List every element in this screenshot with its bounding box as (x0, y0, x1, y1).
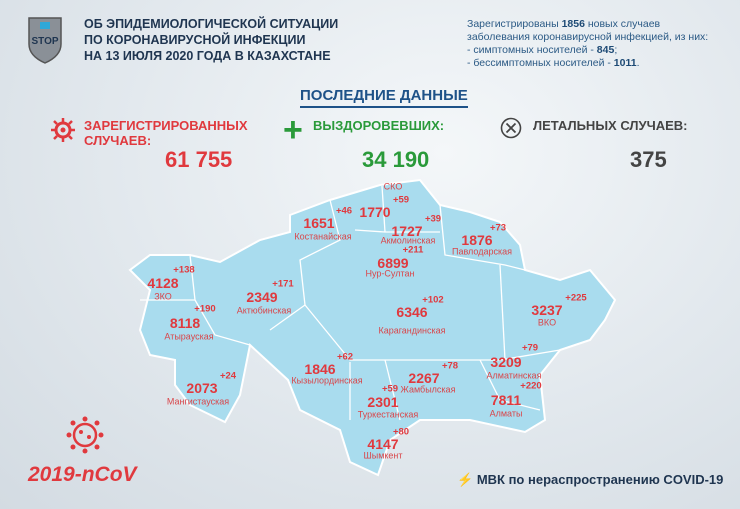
region-new-cases: +190 (194, 303, 216, 315)
registered-label: ЗАРЕГИСТРИРОВАННЫХ СЛУЧАЕВ: (84, 118, 248, 148)
info-text: - симптомных носителей - (467, 44, 597, 56)
ncov-label: 2019-nCoV (28, 463, 137, 486)
region-total: 7811 (490, 392, 522, 408)
info-text: - бессимптомных носителей - (467, 57, 614, 69)
recovered-value: 34 190 (362, 147, 430, 172)
region-total: 1876 (461, 232, 493, 248)
info-text: Зарегистрированы (467, 18, 562, 30)
stop-logo: STOP (28, 17, 62, 64)
title-line: ОБ ЭПИДЕМИОЛОГИЧЕСКОЙ СИТУАЦИИ (84, 17, 339, 31)
region-name: Алматы (489, 408, 523, 419)
plus-icon: + (283, 111, 303, 149)
info-text: . (636, 57, 640, 69)
region-new-cases: +138 (173, 264, 195, 276)
title-line: НА 13 ИЮЛЯ 2020 ГОДА В КАЗАХСТАНЕ (84, 49, 331, 63)
recovered-label: ВЫЗДОРОВЕВШИХ: (313, 118, 445, 133)
region-total: 3209 (490, 354, 522, 370)
region-new-cases: +171 (272, 278, 294, 290)
region-new-cases: +102 (422, 294, 444, 306)
region-total: 2073 (186, 380, 218, 396)
region-new-cases: +225 (565, 292, 587, 304)
region-total: 1846 (304, 361, 336, 377)
region-new-cases: +24 (219, 370, 237, 382)
region-new-cases: +59 (392, 194, 410, 206)
asymptomatic-count: 1011 (613, 57, 637, 69)
lightning-icon: ⚡ (457, 472, 474, 487)
region-name: Костанайская (294, 231, 352, 242)
info-text: новых случаев (584, 18, 661, 30)
region-new-cases: +211 (402, 244, 424, 256)
deaths-value: 375 (630, 147, 667, 172)
deaths-label: ЛЕТАЛЬНЫХ СЛУЧАЕВ: (533, 118, 688, 133)
region-total: 1770 (359, 204, 391, 220)
region-name: Алматинская (486, 370, 542, 381)
region-name: Жамбылская (400, 384, 456, 395)
label-line: ЗАРЕГИСТРИРОВАННЫХ (84, 118, 248, 133)
info-text: ; (614, 44, 618, 56)
region-name: ВКО (537, 317, 557, 328)
region-new-cases: +73 (489, 222, 507, 234)
region-name: Актюбинская (236, 305, 292, 316)
region-total: 6899 (377, 255, 409, 271)
region-name: Карагандинская (378, 325, 446, 336)
region-new-cases: +39 (424, 213, 442, 225)
region-new-cases: +80 (392, 426, 410, 438)
svg-text:STOP: STOP (31, 36, 58, 47)
page-title: ОБ ЭПИДЕМИОЛОГИЧЕСКОЙ СИТУАЦИИ ПО КОРОНА… (84, 16, 338, 64)
new-cases-info: Зарегистрированы 1856 новых случаев забо… (467, 18, 708, 70)
info-text: заболевания коронавирусной инфекцией, из… (467, 31, 709, 43)
region-total: 3237 (531, 302, 563, 318)
region-name: Атырауская (164, 331, 214, 342)
region-total: 2267 (408, 370, 440, 386)
region-new-cases: +59 (381, 383, 399, 395)
region-total: 6346 (396, 304, 428, 320)
region-total: 2301 (367, 394, 399, 410)
region-name: Павлодарская (452, 246, 512, 257)
new-cases-count: 1856 (561, 18, 585, 30)
region-new-cases: +46 (335, 205, 353, 217)
region-total: 4147 (367, 436, 399, 452)
region-name: Акмолинская (380, 235, 436, 246)
registered-value: 61 755 (165, 147, 233, 172)
region-total: 1651 (303, 215, 335, 231)
virus-icon (51, 118, 75, 142)
title-line: ПО КОРОНАВИРУСНОЙ ИНФЕКЦИИ (84, 33, 306, 47)
latest-data-heading: ПОСЛЕДНИЕ ДАННЫЕ (300, 87, 468, 108)
region-total: 8118 (169, 315, 201, 331)
region-name: Кызылординская (291, 375, 363, 386)
region-name: Нур-Султан (365, 268, 415, 279)
region-borders (140, 185, 561, 421)
region-new-cases: +79 (521, 342, 539, 354)
region-name: СКО (383, 181, 403, 192)
region-name: Мангистауская (166, 396, 230, 407)
label-line: СЛУЧАЕВ: (84, 133, 152, 148)
region-new-cases: +220 (520, 380, 542, 392)
virus-illustration-icon (66, 416, 104, 454)
footer: ⚡ МВК по нераспространению COVID-19 (457, 472, 723, 488)
symptomatic-count: 845 (596, 44, 615, 56)
region-name: Шымкент (363, 450, 403, 461)
region-name: Туркестанская (357, 409, 419, 420)
map-outline (128, 178, 617, 477)
region-total: 1727 (391, 223, 423, 239)
region-name: ЗКО (154, 291, 172, 302)
region-total: 2349 (246, 289, 278, 305)
region-total: 4128 (147, 275, 179, 291)
region-new-cases: +62 (336, 351, 354, 363)
footer-text: МВК по нераспространению COVID-19 (476, 472, 724, 487)
cross-circle-icon (500, 117, 522, 139)
region-new-cases: +78 (441, 360, 459, 372)
